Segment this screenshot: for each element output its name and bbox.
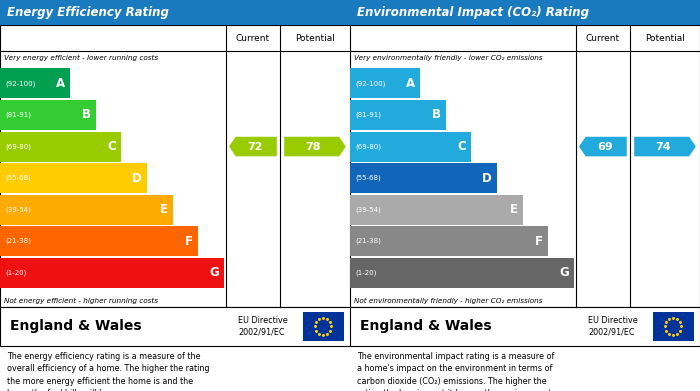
- Text: C: C: [107, 140, 116, 153]
- Text: Very energy efficient - lower running costs: Very energy efficient - lower running co…: [4, 55, 158, 61]
- Text: (39-54): (39-54): [355, 206, 381, 213]
- Text: A: A: [405, 77, 414, 90]
- Bar: [652, 312, 694, 341]
- Bar: [350, 258, 574, 288]
- Text: Current: Current: [236, 34, 270, 43]
- Text: F: F: [185, 235, 193, 248]
- Text: D: D: [482, 172, 491, 185]
- Text: The environmental impact rating is a measure of
a home's impact on the environme: The environmental impact rating is a mea…: [357, 352, 554, 391]
- Bar: [350, 131, 471, 161]
- Text: G: G: [559, 266, 568, 279]
- Text: (55-68): (55-68): [6, 175, 31, 181]
- Text: EU Directive
2002/91/EC: EU Directive 2002/91/EC: [238, 316, 288, 337]
- Polygon shape: [634, 137, 696, 156]
- Bar: [350, 68, 420, 99]
- Bar: [0, 0, 350, 25]
- Text: (55-68): (55-68): [355, 175, 381, 181]
- Text: (69-80): (69-80): [6, 143, 32, 150]
- Text: B: B: [431, 108, 440, 122]
- Text: D: D: [132, 172, 141, 185]
- Text: B: B: [81, 108, 90, 122]
- Text: (39-54): (39-54): [6, 206, 31, 213]
- Text: Not energy efficient - higher running costs: Not energy efficient - higher running co…: [4, 298, 158, 304]
- Polygon shape: [579, 137, 626, 156]
- Bar: [0, 195, 173, 225]
- Bar: [0, 226, 198, 256]
- Text: England & Wales: England & Wales: [360, 319, 492, 334]
- Polygon shape: [284, 137, 346, 156]
- Text: 69: 69: [596, 142, 612, 152]
- Text: England & Wales: England & Wales: [10, 319, 142, 334]
- Bar: [0, 25, 350, 307]
- Text: EU Directive
2002/91/EC: EU Directive 2002/91/EC: [588, 316, 638, 337]
- Bar: [0, 68, 70, 99]
- Text: (92-100): (92-100): [6, 80, 36, 87]
- Text: 72: 72: [247, 142, 262, 152]
- Bar: [0, 131, 121, 161]
- Text: (81-91): (81-91): [355, 112, 382, 118]
- Bar: [350, 163, 497, 193]
- Bar: [0, 100, 96, 130]
- Text: Not environmentally friendly - higher CO₂ emissions: Not environmentally friendly - higher CO…: [354, 298, 542, 304]
- Bar: [350, 226, 548, 256]
- Text: E: E: [160, 203, 167, 216]
- Text: (69-80): (69-80): [355, 143, 382, 150]
- Text: 78: 78: [305, 142, 321, 152]
- Bar: [302, 312, 344, 341]
- Bar: [350, 100, 446, 130]
- Text: (21-38): (21-38): [6, 238, 31, 244]
- Polygon shape: [229, 137, 276, 156]
- Bar: [350, 195, 523, 225]
- Bar: [350, 0, 700, 25]
- Text: Very environmentally friendly - lower CO₂ emissions: Very environmentally friendly - lower CO…: [354, 55, 542, 61]
- Text: C: C: [457, 140, 466, 153]
- Text: Environmental Impact (CO₂) Rating: Environmental Impact (CO₂) Rating: [357, 6, 589, 19]
- Text: E: E: [510, 203, 517, 216]
- Bar: [0, 307, 350, 346]
- Text: Energy Efficiency Rating: Energy Efficiency Rating: [7, 6, 169, 19]
- Text: (1-20): (1-20): [6, 269, 27, 276]
- Bar: [350, 307, 700, 346]
- Bar: [0, 258, 224, 288]
- Text: Current: Current: [586, 34, 620, 43]
- Text: A: A: [55, 77, 64, 90]
- Text: (1-20): (1-20): [355, 269, 377, 276]
- Bar: [0, 163, 147, 193]
- Text: (92-100): (92-100): [355, 80, 386, 87]
- Text: F: F: [535, 235, 543, 248]
- Text: 74: 74: [655, 142, 671, 152]
- Text: (81-91): (81-91): [6, 112, 32, 118]
- Text: Potential: Potential: [295, 34, 335, 43]
- Text: Potential: Potential: [645, 34, 685, 43]
- Text: The energy efficiency rating is a measure of the
overall efficiency of a home. T: The energy efficiency rating is a measur…: [7, 352, 209, 391]
- Text: G: G: [209, 266, 218, 279]
- Text: (21-38): (21-38): [355, 238, 381, 244]
- Bar: [350, 25, 700, 307]
